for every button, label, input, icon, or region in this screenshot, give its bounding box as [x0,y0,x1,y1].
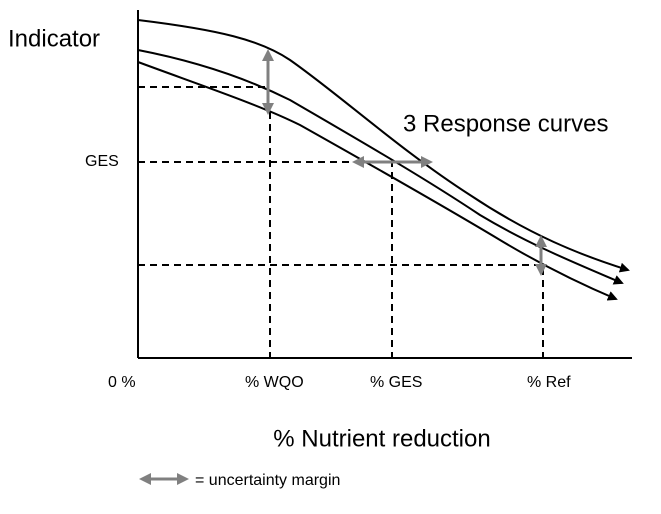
ref-guide [138,264,544,358]
x-label: 0 % [108,374,136,391]
response-curve [137,19,630,273]
x-label: % WQO [245,374,304,391]
response-curve [137,49,624,285]
x-label: % GES [370,374,422,391]
response-curve [137,61,618,301]
curves-label: 3 Response curves [403,110,608,137]
wqo-guide [138,86,271,358]
legend-text: = uncertainty margin [195,472,340,489]
ges-label: GES [85,153,119,170]
x-axis-label: % Nutrient reduction [273,425,490,452]
ges-guide [138,161,393,358]
y-axis-label: Indicator [8,25,100,52]
x-label: % Ref [527,374,571,391]
